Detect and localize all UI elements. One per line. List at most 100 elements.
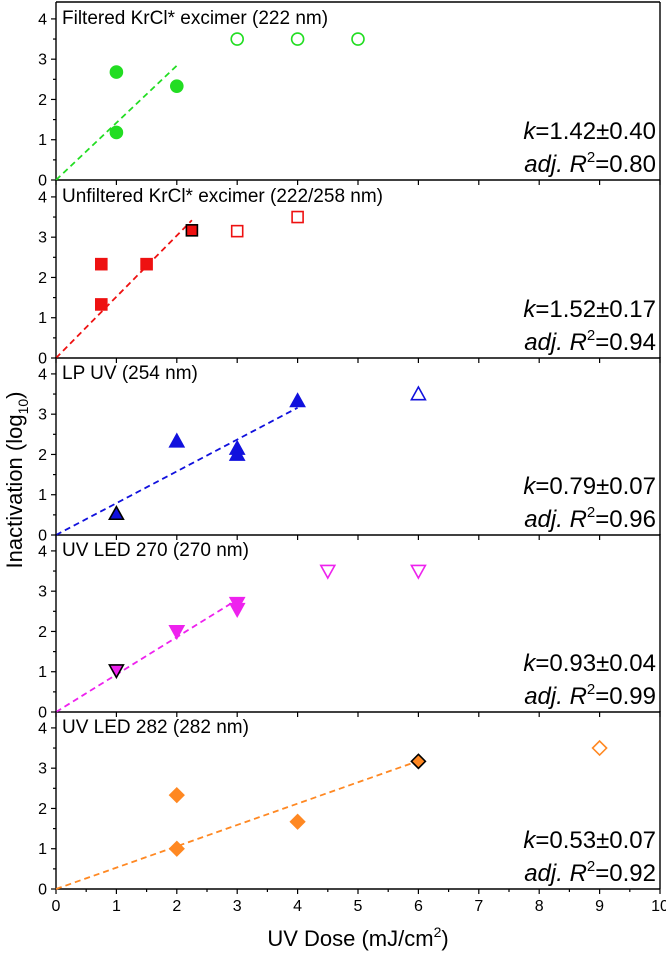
y-tick-label: 2 [38,92,47,109]
data-point-filled [289,813,306,830]
data-point-filled [168,625,186,641]
k-stat: k=0.79±0.07 [523,473,656,500]
r2-stat: adj. R2=0.80 [524,149,656,178]
r-superscript: 2 [587,149,595,166]
k-stat: k=0.53±0.07 [523,827,656,854]
x-axis-label: UV Dose (mJ/cm2) [267,924,448,951]
data-point-filled [228,445,246,461]
y-tick-label: 4 [38,543,47,560]
y-tick-label: 2 [38,801,47,818]
y-tick-label: 1 [38,487,47,504]
data-point-open [591,739,608,757]
x-tick-label: 3 [233,898,242,915]
r-symbol: R [570,683,587,710]
data-point-filled [168,432,186,448]
k-stat: k=0.93±0.04 [523,650,656,677]
k-symbol: k [523,827,537,854]
data-point-filled [228,596,246,612]
panel-4: 0 1 2 3 4 UV LED 270 (270 nm) k=0.93±0.04 adj. … [38,534,661,722]
x-tick-label: 0 [52,898,61,915]
y-tick-label: 2 [38,270,47,287]
r2-value: =0.99 [595,683,656,710]
k-symbol: k [523,473,537,500]
x-tick-label: 6 [414,898,423,915]
panel-title: Unfiltered KrCl* excimer (222/258 nm) [62,186,383,207]
y-tick-label: 3 [38,230,47,247]
data-point-filled [140,257,153,271]
x-tick-label: 2 [172,898,181,915]
r-superscript: 2 [587,504,595,521]
data-point-outlined [108,505,125,521]
r2-value: =0.92 [595,860,656,887]
y-tick-label: 3 [38,584,47,601]
y-tick-label: 0 [38,705,47,722]
y-axis-label-sub: 10 [15,399,31,415]
r-superscript: 2 [587,327,595,344]
data-point-open [291,210,304,224]
y-tick-label: 2 [38,447,47,464]
data-point-outlined [108,664,125,680]
r2-stat: adj. R2=0.96 [524,504,656,533]
x-tick-label: 10 [651,898,666,915]
data-point-filled [289,392,306,408]
x-axis-label-close: ) [441,926,448,951]
y-axis-label-text: Inactivation (log [2,414,27,568]
r2-value: =0.80 [595,151,656,178]
y-tick-label: 4 [38,11,47,28]
k-value: =0.53±0.07 [535,827,656,854]
data-point-open [230,224,244,238]
y-tick-label: 0 [38,528,47,545]
x-tick-label: 8 [535,898,544,915]
data-point-filled [95,257,108,271]
y-tick-label: 1 [38,310,47,327]
panel-title: Filtered KrCl* excimer (222 nm) [62,8,328,29]
x-tick-label: 4 [293,898,302,915]
y-tick-label: 4 [38,366,47,383]
r2-value: =0.96 [595,506,656,533]
adj-label: adj. [524,506,569,533]
data-point-filled [168,787,185,804]
k-value: =1.42±0.40 [535,118,656,145]
data-point-filled [109,125,124,140]
data-point-filled [168,840,185,857]
r-superscript: 2 [587,858,595,875]
panel-2: 0 1 2 3 4 Unfiltered KrCl* excimer (222/258 n… [38,180,661,368]
k-stat: k=1.42±0.40 [523,118,656,145]
x-tick-label: 9 [595,898,604,915]
data-point-open [290,32,305,46]
x-axis-label-text: UV Dose (mJ/cm [267,926,433,951]
y-axis-label-close: ) [2,392,27,399]
fit-line [55,219,193,359]
k-value: =1.52±0.17 [535,296,656,323]
data-point-filled [109,65,124,79]
r2-stat: adj. R2=0.99 [524,681,656,710]
fit-line [55,598,238,713]
data-point-open [319,564,337,580]
x-tick-label: 7 [474,898,483,915]
y-axis-label: Inactivation (log10) [2,392,31,569]
y-tick-label: 4 [38,189,47,206]
x-axis: 0 1 2 3 4 5 6 7 8 9 10 [52,889,666,915]
data-point-filled [170,79,184,93]
r2-stat: adj. R2=0.94 [524,327,656,356]
y-tick-label: 3 [38,761,47,778]
adj-label: adj. [524,860,569,887]
data-point-outlined [410,753,427,770]
panel-title: UV LED 282 (282 nm) [62,717,249,738]
x-tick-label: 5 [354,898,363,915]
k-stat: k=1.52±0.17 [523,296,656,323]
data-point-filled [95,298,108,311]
data-point-outlined [185,224,199,237]
panel-5: 0 1 2 3 4 UV LED 282 (282 nm) k=0.53±0.07 adj. … [38,711,661,899]
panel-title: LP UV (254 nm) [62,363,198,384]
r-symbol: R [570,151,587,178]
r-superscript: 2 [587,681,595,698]
y-tick-label: 0 [38,351,47,368]
x-tick-label: 1 [112,898,121,915]
r2-value: =0.94 [595,329,656,356]
y-tick-label: 4 [38,720,47,737]
data-point-open [410,385,427,401]
